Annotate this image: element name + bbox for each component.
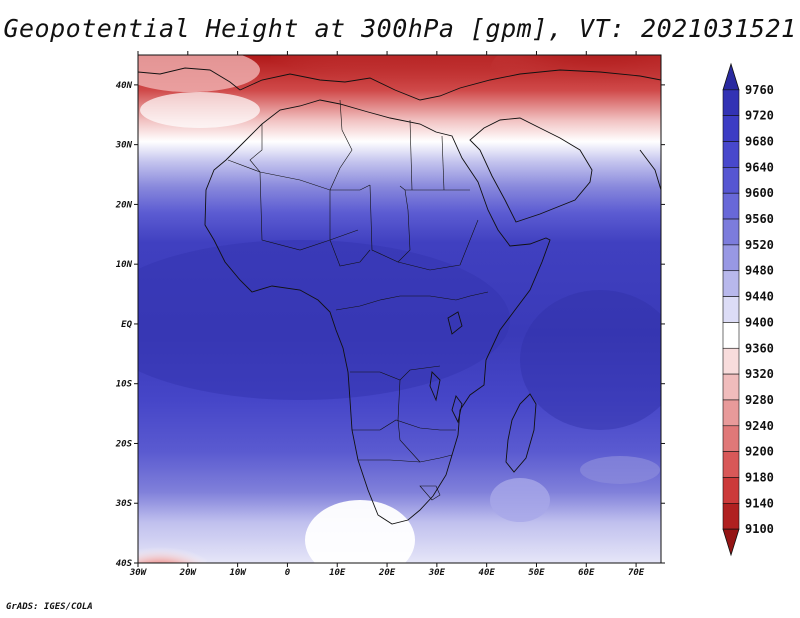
colorbar-swatch <box>722 167 740 194</box>
coastlines <box>138 67 661 525</box>
arabia-coastline <box>469 117 593 223</box>
colorbar-swatch <box>722 322 740 349</box>
map-title: Geopotential Height at 300hPa [gpm], VT:… <box>3 14 797 43</box>
lat-label: 20S <box>115 439 133 449</box>
lat-label: 30S <box>115 499 133 509</box>
lon-label: 50E <box>528 568 545 578</box>
lon-label: 20E <box>378 568 396 578</box>
colorbar-label: 9600 <box>745 186 774 200</box>
colorbar-swatch <box>722 218 740 246</box>
colorbar-swatch <box>722 270 740 297</box>
map-frame <box>137 54 662 564</box>
lon-label: 40E <box>479 568 496 578</box>
colorbar-label: 9760 <box>745 83 774 97</box>
colorbar-swatch <box>722 244 740 272</box>
colorbar-label: 9100 <box>745 522 774 536</box>
grads-credit: GrADS: IGES/COLA <box>6 602 93 612</box>
lon-label: 30E <box>428 568 446 578</box>
colorbar-label: 9140 <box>745 496 774 510</box>
lon-label: 70E <box>628 568 645 578</box>
trough-southwest <box>138 526 210 563</box>
colorbar-label: 9680 <box>745 135 774 149</box>
lat-label: 40N <box>116 81 133 91</box>
lat-label: 40S <box>116 559 133 569</box>
colorbar-swatch <box>722 115 740 142</box>
colorbar-label: 9520 <box>745 238 774 252</box>
colorbar-label: 9240 <box>745 419 774 433</box>
colorbar-swatch <box>722 347 740 375</box>
colorbar-label: 9640 <box>745 160 774 174</box>
lat-label: 30N <box>115 141 133 151</box>
lat-label: 10S <box>116 380 133 390</box>
colorbar: 9760 9720 9680 9640 9600 9560 9520 9480 9440 9400… <box>722 62 774 557</box>
colorbar-label: 9400 <box>745 315 774 329</box>
colorbar-label: 9720 <box>745 109 774 123</box>
tropical-core <box>138 240 510 400</box>
colorbar-label: 9320 <box>745 367 774 381</box>
lat-label: 20N <box>115 200 133 210</box>
lon-label: 10E <box>329 568 346 578</box>
ridge-northeast <box>490 55 661 110</box>
colorbar-swatch <box>722 503 740 530</box>
colorbar-label: 9180 <box>745 470 774 484</box>
lat-label: EQ <box>121 320 132 330</box>
colorbar-label: 9360 <box>745 341 774 355</box>
colorbar-label: 9440 <box>745 290 774 304</box>
colorbar-swatch <box>722 192 740 220</box>
colorbar-swatch <box>722 451 740 478</box>
lon-label: 20W <box>179 568 198 578</box>
lon-label: 0 <box>285 568 291 578</box>
africa-coastline <box>204 99 551 525</box>
colorbar-label: 9560 <box>745 212 774 226</box>
lon-label: 60E <box>578 568 595 578</box>
height-field <box>138 55 661 563</box>
colorbar-swatch <box>722 399 740 427</box>
colorbar-label: 9200 <box>745 445 774 459</box>
madagascar-coastline <box>505 393 537 473</box>
colorbar-label: 9480 <box>745 264 774 278</box>
country-borders <box>227 99 489 501</box>
colorbar-swatch <box>722 425 740 452</box>
lon-label: 30W <box>129 568 148 578</box>
colorbar-swatch <box>722 296 740 323</box>
colorbar-swatch <box>722 373 740 401</box>
colorbar-swatch <box>722 477 740 504</box>
trough-south <box>370 544 450 563</box>
colorbar-swatch <box>722 89 740 116</box>
lon-label: 10W <box>229 568 247 578</box>
colorbar-swatch <box>722 141 740 168</box>
colorbar-top-arrow <box>722 62 740 91</box>
colorbar-bottom-arrow <box>722 528 740 557</box>
lat-label: 10N <box>116 260 133 270</box>
colorbar-label: 9280 <box>745 393 774 407</box>
